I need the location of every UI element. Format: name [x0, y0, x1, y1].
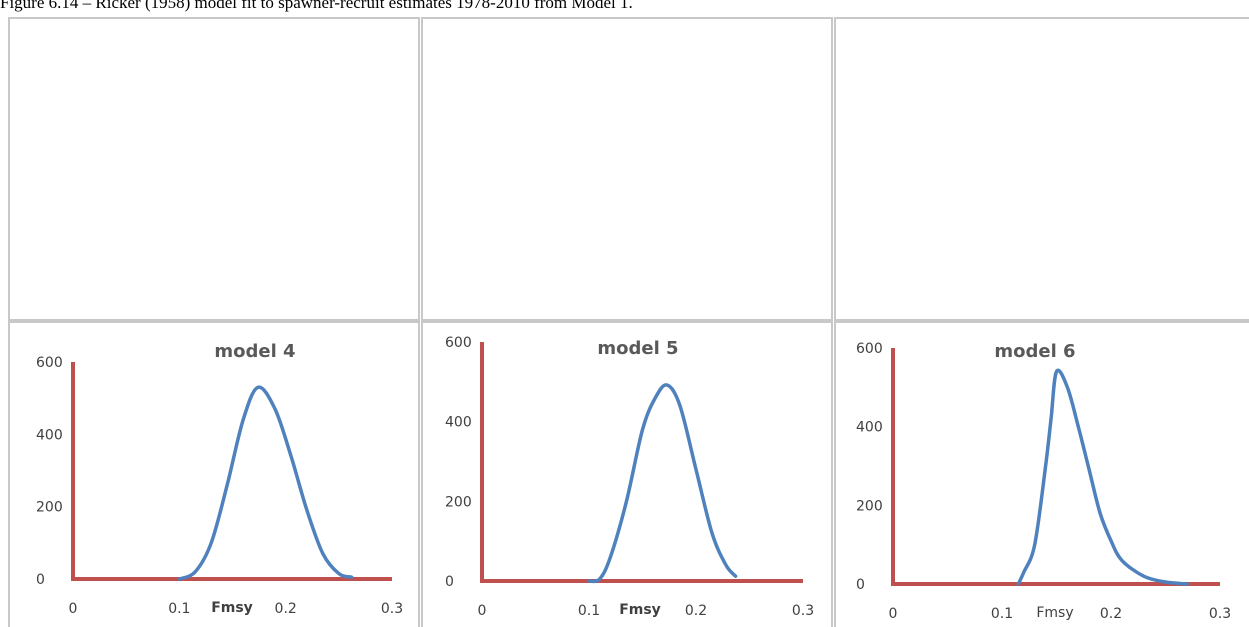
table-cell [834, 17, 1249, 321]
density-line [1016, 368, 1190, 586]
y-tick-label: 600 [36, 355, 63, 371]
x-tick-label: 0 [889, 606, 898, 622]
y-tick-label: 600 [856, 341, 883, 357]
caption: Figure 6.14 – Ricker (1958) model fit to… [0, 0, 633, 12]
chart-title: model 4 [214, 341, 295, 362]
chart-title: model 6 [994, 341, 1075, 362]
chart-title: model 5 [597, 338, 678, 359]
y-tick-label: 400 [36, 427, 63, 443]
y-tick-label: 600 [445, 335, 472, 351]
x-tick-label: 0 [478, 603, 487, 619]
x-tick-label: 0.1 [168, 601, 190, 617]
x-tick-label: 0.2 [685, 603, 707, 619]
table-cell [421, 321, 833, 627]
x-tick-label: 0.3 [792, 603, 814, 619]
density-line [177, 385, 354, 581]
y-tick-label: 0 [36, 572, 45, 588]
x-axis-label: Fmsy [619, 602, 661, 618]
table-cell [8, 321, 420, 627]
table-cell [421, 17, 833, 321]
x-tick-label: 0.3 [1209, 606, 1231, 622]
x-tick-label: 0.3 [381, 601, 403, 617]
density-line [587, 383, 738, 584]
y-tick-label: 200 [36, 500, 63, 516]
x-axis-label: Fmsy [211, 600, 253, 616]
x-tick-label: 0.2 [1100, 606, 1122, 622]
y-tick-label: 400 [856, 420, 883, 436]
x-axis-label: Fmsy [1036, 605, 1073, 621]
y-tick-label: 200 [445, 494, 472, 510]
table-cell [834, 321, 1249, 627]
y-tick-label: 200 [856, 498, 883, 514]
x-tick-label: 0.1 [578, 603, 600, 619]
x-tick-label: 0 [69, 601, 78, 617]
y-tick-label: 0 [445, 574, 454, 590]
y-tick-label: 0 [856, 577, 865, 593]
x-tick-label: 0.2 [275, 601, 297, 617]
table-cell [8, 17, 420, 321]
y-tick-label: 400 [445, 415, 472, 431]
x-tick-label: 0.1 [991, 606, 1013, 622]
